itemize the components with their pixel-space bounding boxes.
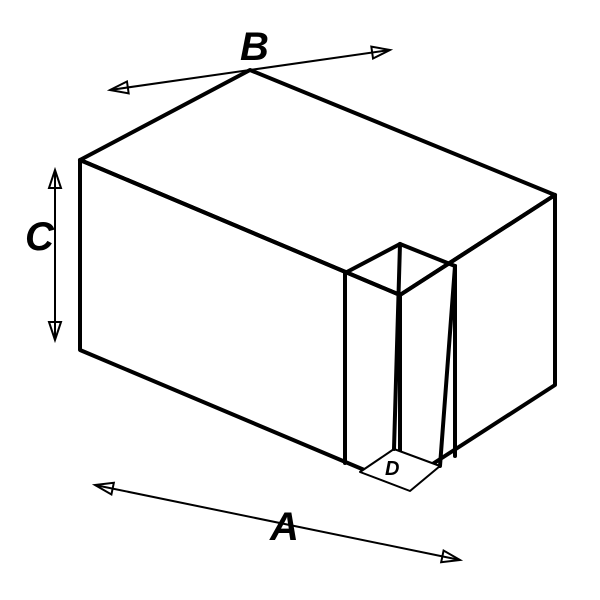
label-a: A bbox=[269, 505, 299, 549]
label-c: C bbox=[25, 215, 55, 259]
label-b: B bbox=[240, 25, 269, 69]
label-d: D bbox=[385, 458, 399, 480]
